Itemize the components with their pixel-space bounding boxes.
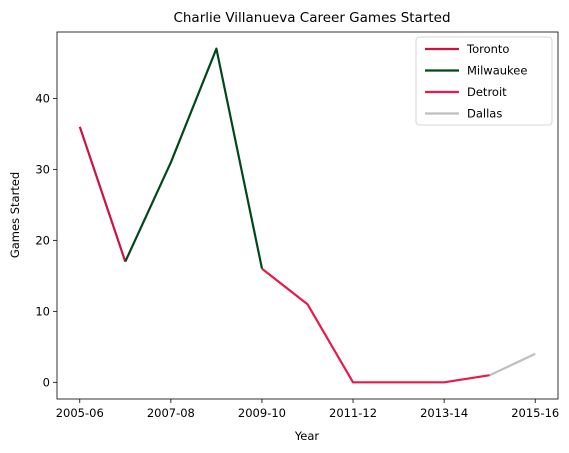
series-line-dallas bbox=[489, 352, 536, 377]
x-tick-label: 2013-14 bbox=[420, 406, 468, 420]
y-tick-label: 40 bbox=[35, 91, 50, 105]
legend-label-toronto: Toronto bbox=[466, 42, 509, 56]
series-line-milwaukee bbox=[124, 47, 264, 269]
y-tick-label: 10 bbox=[35, 304, 50, 318]
x-tick-label: 2007-08 bbox=[147, 406, 195, 420]
x-tick-label: 2005-06 bbox=[56, 406, 104, 420]
legend-label-milwaukee: Milwaukee bbox=[467, 64, 527, 78]
x-axis-label: Year bbox=[294, 429, 320, 443]
legend: Toronto Milwaukee Detroit Dallas bbox=[415, 36, 553, 126]
y-axis-label: Games Started bbox=[8, 172, 22, 258]
y-tick-label: 30 bbox=[35, 162, 50, 176]
x-tick-label: 2009-10 bbox=[238, 406, 286, 420]
series-line-toronto bbox=[78, 126, 127, 262]
chart-title: Charlie Villanueva Career Games Started bbox=[173, 10, 450, 26]
x-axis-ticks: 2005-06 2007-08 2009-10 2011-12 2013-14 2015-… bbox=[56, 399, 559, 420]
legend-box bbox=[415, 36, 553, 126]
x-tick-label: 2015-16 bbox=[511, 406, 559, 420]
y-axis-ticks: 0 10 20 30 40 bbox=[35, 91, 57, 389]
series-line-detroit bbox=[261, 267, 490, 384]
plot-frame bbox=[56, 31, 559, 400]
series-layer bbox=[78, 47, 536, 384]
legend-label-dallas: Dallas bbox=[467, 107, 502, 121]
y-tick-label: 20 bbox=[35, 233, 50, 247]
x-tick-label: 2011-12 bbox=[329, 406, 377, 420]
legend-label-detroit: Detroit bbox=[467, 85, 507, 99]
y-tick-label: 0 bbox=[43, 375, 50, 389]
